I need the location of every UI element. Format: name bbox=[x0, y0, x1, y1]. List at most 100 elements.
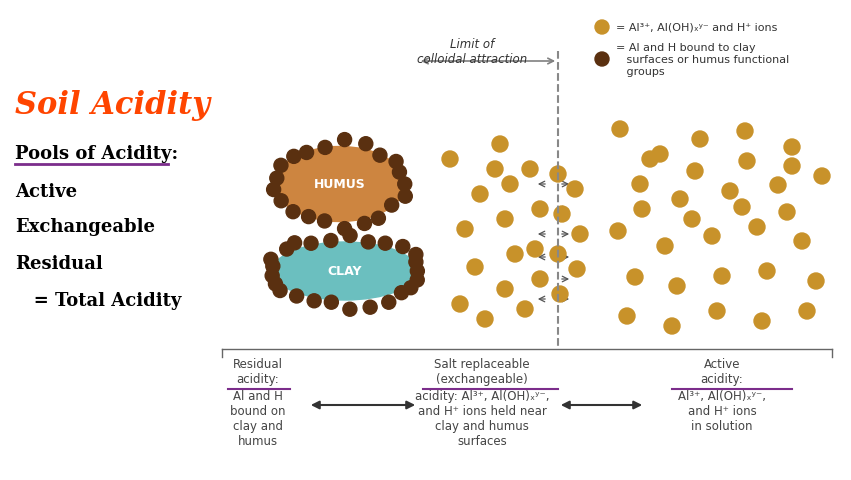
Circle shape bbox=[266, 269, 279, 283]
Circle shape bbox=[739, 154, 755, 169]
Circle shape bbox=[619, 308, 635, 324]
Text: Salt replaceable
(exchangeable): Salt replaceable (exchangeable) bbox=[434, 357, 530, 385]
Text: Residual: Residual bbox=[15, 254, 103, 273]
Circle shape bbox=[634, 202, 650, 217]
Text: Residual
acidity:: Residual acidity: bbox=[233, 357, 283, 385]
Circle shape bbox=[280, 242, 294, 256]
Circle shape bbox=[669, 278, 685, 294]
Circle shape bbox=[692, 132, 708, 148]
Circle shape bbox=[357, 217, 372, 231]
Text: acidity: Al³⁺, Al(OH)ₓʸ⁻,
and H⁺ ions held near
clay and humus
surfaces: acidity: Al³⁺, Al(OH)ₓʸ⁻, and H⁺ ions he… bbox=[414, 389, 549, 447]
Circle shape bbox=[567, 181, 583, 198]
Circle shape bbox=[522, 162, 538, 178]
Circle shape bbox=[395, 286, 408, 300]
Circle shape bbox=[398, 190, 412, 204]
Text: Active: Active bbox=[15, 182, 77, 201]
Circle shape bbox=[410, 264, 425, 278]
Circle shape bbox=[396, 240, 410, 254]
Circle shape bbox=[304, 237, 318, 251]
Circle shape bbox=[270, 172, 283, 186]
Circle shape bbox=[371, 212, 386, 226]
Circle shape bbox=[672, 192, 688, 207]
Circle shape bbox=[274, 194, 288, 208]
Circle shape bbox=[532, 271, 548, 288]
Circle shape bbox=[714, 268, 730, 285]
Circle shape bbox=[318, 141, 332, 155]
Text: = Total Acidity: = Total Acidity bbox=[15, 291, 181, 309]
Text: HUMUS: HUMUS bbox=[314, 178, 366, 191]
Circle shape bbox=[373, 149, 387, 163]
Circle shape bbox=[457, 222, 473, 238]
Circle shape bbox=[343, 302, 357, 317]
Circle shape bbox=[467, 260, 483, 276]
Circle shape bbox=[814, 168, 830, 185]
Text: Exchangeable: Exchangeable bbox=[15, 217, 155, 236]
Circle shape bbox=[410, 274, 425, 288]
Circle shape bbox=[264, 253, 278, 267]
Circle shape bbox=[627, 269, 643, 286]
Circle shape bbox=[610, 224, 626, 240]
Circle shape bbox=[301, 210, 316, 224]
Circle shape bbox=[784, 159, 800, 175]
Circle shape bbox=[749, 219, 765, 236]
Circle shape bbox=[404, 281, 418, 295]
Circle shape bbox=[687, 164, 703, 180]
Circle shape bbox=[784, 140, 800, 156]
Circle shape bbox=[266, 183, 281, 197]
Circle shape bbox=[595, 21, 609, 35]
Circle shape bbox=[554, 206, 570, 223]
Circle shape bbox=[808, 274, 824, 289]
Circle shape bbox=[657, 239, 673, 254]
Text: Pools of Acidity:: Pools of Acidity: bbox=[15, 144, 178, 163]
Circle shape bbox=[317, 215, 332, 228]
Text: Limit of
colloidal attraction: Limit of colloidal attraction bbox=[417, 38, 527, 66]
Circle shape bbox=[389, 155, 403, 169]
Text: Al³⁺, Al(OH)ₓʸ⁻,
and H⁺ ions
in solution: Al³⁺, Al(OH)ₓʸ⁻, and H⁺ ions in solution bbox=[678, 389, 766, 432]
Circle shape bbox=[497, 212, 513, 228]
Circle shape bbox=[517, 301, 533, 317]
Circle shape bbox=[759, 264, 775, 279]
Circle shape bbox=[363, 300, 377, 314]
Circle shape bbox=[408, 255, 423, 269]
Circle shape bbox=[632, 177, 648, 192]
Text: Soil Acidity: Soil Acidity bbox=[15, 90, 210, 121]
Circle shape bbox=[392, 166, 407, 180]
Circle shape bbox=[572, 227, 588, 242]
Circle shape bbox=[288, 236, 301, 250]
Text: = Al³⁺, Al(OH)ₓʸ⁻ and H⁺ ions: = Al³⁺, Al(OH)ₓʸ⁻ and H⁺ ions bbox=[616, 23, 777, 33]
Circle shape bbox=[492, 137, 508, 153]
Circle shape bbox=[397, 178, 412, 192]
Circle shape bbox=[709, 303, 725, 319]
Circle shape bbox=[289, 289, 304, 303]
Circle shape bbox=[497, 281, 513, 298]
Text: = Al and H bound to clay
   surfaces or humus functional
   groups: = Al and H bound to clay surfaces or hum… bbox=[616, 43, 789, 76]
Circle shape bbox=[307, 294, 321, 308]
Circle shape bbox=[378, 237, 392, 251]
Circle shape bbox=[268, 277, 283, 291]
Circle shape bbox=[532, 202, 548, 217]
Circle shape bbox=[799, 303, 815, 319]
Circle shape bbox=[338, 133, 351, 147]
Circle shape bbox=[477, 312, 493, 327]
Circle shape bbox=[507, 247, 523, 263]
Circle shape bbox=[569, 262, 585, 277]
Circle shape bbox=[722, 184, 738, 200]
Circle shape bbox=[452, 296, 468, 312]
Ellipse shape bbox=[272, 242, 418, 300]
Circle shape bbox=[595, 53, 609, 67]
Circle shape bbox=[408, 248, 423, 262]
Circle shape bbox=[737, 124, 753, 140]
Circle shape bbox=[527, 241, 543, 257]
Circle shape bbox=[754, 313, 770, 329]
Circle shape bbox=[794, 233, 810, 250]
Circle shape bbox=[779, 204, 795, 220]
Circle shape bbox=[642, 152, 658, 168]
Circle shape bbox=[343, 229, 357, 243]
Circle shape bbox=[324, 296, 339, 310]
Circle shape bbox=[652, 147, 668, 163]
Circle shape bbox=[359, 137, 373, 151]
Circle shape bbox=[550, 247, 566, 263]
Circle shape bbox=[287, 150, 300, 164]
Circle shape bbox=[300, 146, 313, 160]
Circle shape bbox=[274, 159, 288, 173]
